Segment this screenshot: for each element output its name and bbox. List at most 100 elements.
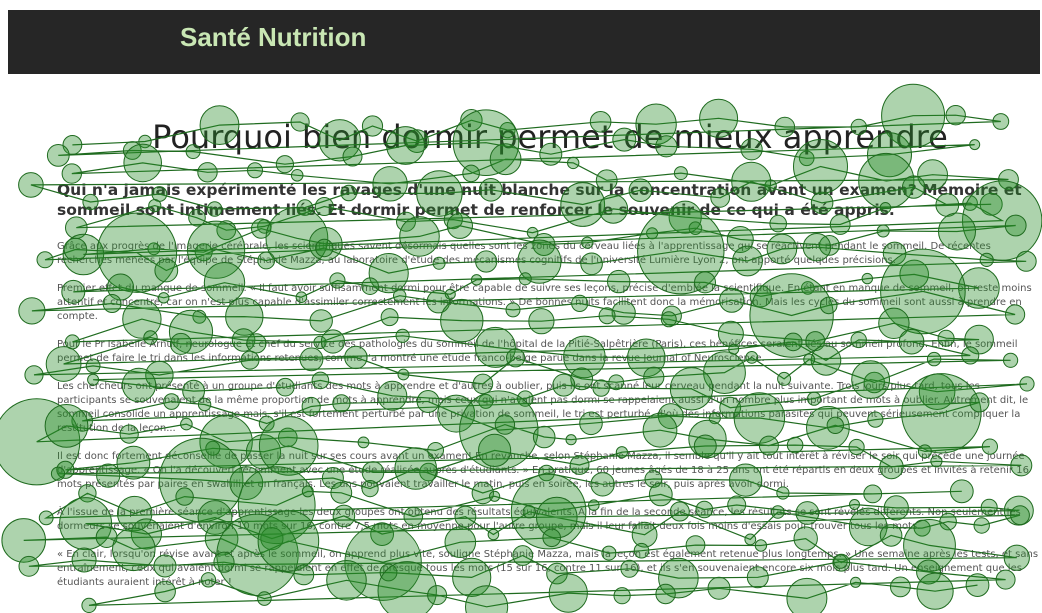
fixation — [938, 330, 954, 346]
fixation — [19, 298, 45, 324]
fixation — [86, 359, 100, 373]
fixation — [445, 527, 476, 558]
fixation — [755, 540, 766, 551]
fixation — [708, 577, 730, 599]
fixation — [593, 380, 609, 396]
fixation — [259, 417, 318, 476]
fixation — [794, 140, 848, 194]
fixation — [463, 165, 480, 182]
fixation — [122, 368, 155, 401]
fixation — [804, 354, 815, 365]
fixation — [490, 491, 500, 501]
fixation — [1011, 506, 1030, 525]
fixation — [495, 415, 514, 434]
fixation — [561, 183, 605, 227]
page: {"header": {"brand": "Santé Nutrition"},… — [0, 0, 1042, 613]
fixation — [258, 592, 272, 606]
fixation — [868, 412, 883, 427]
fixation — [599, 195, 628, 224]
fixation — [39, 511, 53, 525]
fixation — [549, 574, 587, 612]
fixation — [784, 333, 802, 351]
fixation — [164, 394, 180, 410]
fixation — [993, 114, 1009, 130]
fixation — [387, 127, 425, 165]
fixation — [649, 483, 672, 506]
fixation — [803, 234, 830, 261]
fixation — [732, 162, 771, 201]
fixation — [258, 511, 319, 572]
fixation — [473, 374, 493, 394]
fixation — [614, 588, 630, 604]
fixation — [602, 546, 616, 560]
fixation — [656, 584, 675, 603]
fixation — [201, 573, 215, 587]
fixation — [770, 215, 787, 232]
fixation — [181, 418, 193, 430]
fixation — [155, 581, 176, 602]
fixation — [851, 332, 866, 347]
fixation — [711, 188, 730, 207]
fixation — [2, 519, 46, 563]
fixation — [291, 113, 309, 131]
gaze-overlay — [0, 0, 1042, 613]
fixation — [1005, 215, 1026, 236]
fixation — [327, 561, 367, 601]
fixation — [381, 309, 398, 326]
fixation — [670, 368, 712, 410]
fixation — [204, 263, 244, 303]
fixation — [362, 116, 382, 136]
fixation — [248, 163, 263, 178]
fixation — [97, 464, 120, 487]
fixation — [670, 502, 689, 521]
fixation — [362, 278, 379, 295]
fixation — [19, 173, 44, 198]
fixation — [794, 527, 817, 550]
fixation — [343, 147, 362, 166]
fixation — [331, 482, 352, 503]
fixation — [373, 167, 407, 201]
fixation — [176, 488, 193, 505]
fixation — [208, 202, 222, 216]
fixation — [946, 106, 965, 125]
fixation — [661, 312, 676, 327]
fixation — [19, 556, 39, 576]
fixation — [1011, 455, 1032, 476]
fixation — [596, 170, 617, 191]
fixation — [330, 273, 345, 288]
fixation — [787, 437, 803, 453]
fixation — [341, 185, 357, 201]
fixation — [963, 181, 1042, 260]
fixation — [772, 506, 785, 519]
fixation — [775, 117, 795, 137]
fixation — [447, 213, 472, 238]
fixation — [884, 496, 908, 520]
fixation — [629, 179, 652, 202]
fixation — [159, 293, 169, 303]
fixation — [45, 405, 88, 448]
fixation — [811, 346, 841, 376]
fixation — [880, 525, 902, 547]
fixation — [455, 506, 476, 527]
fixation — [103, 295, 121, 313]
fixation — [830, 215, 850, 235]
fixation — [962, 347, 979, 364]
fixation — [333, 395, 350, 412]
fixation — [686, 536, 705, 555]
fixation — [767, 234, 797, 264]
fixation — [37, 252, 53, 268]
fixation — [378, 381, 407, 410]
fixation — [315, 198, 333, 216]
fixation — [82, 598, 96, 612]
fixation — [362, 481, 378, 497]
fixation — [730, 464, 762, 496]
fixation — [200, 106, 239, 145]
fixation — [247, 334, 266, 353]
fixation — [966, 574, 989, 597]
fixation — [570, 456, 589, 475]
fixation — [488, 529, 499, 540]
fixation — [849, 439, 864, 454]
fixation — [796, 502, 819, 525]
fixation — [877, 225, 889, 237]
fixation — [589, 500, 600, 511]
